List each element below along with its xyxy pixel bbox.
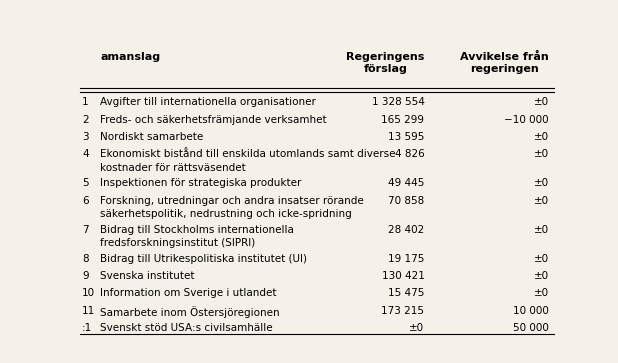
Text: 165 299: 165 299 [381,115,425,125]
Text: Svenska institutet: Svenska institutet [100,271,195,281]
Text: ±0: ±0 [534,289,549,298]
Text: 13 595: 13 595 [388,132,425,142]
Text: ±0: ±0 [534,132,549,142]
Text: 70 858: 70 858 [388,196,425,205]
Text: amanslag: amanslag [100,52,160,62]
Text: Avvikelse från
regeringen: Avvikelse från regeringen [460,52,549,74]
Text: 7: 7 [82,225,88,235]
Text: ±0: ±0 [534,225,549,235]
Text: 10: 10 [82,289,95,298]
Text: 9: 9 [82,271,88,281]
Text: ±0: ±0 [534,271,549,281]
Text: Freds- och säkerhetsfrämjande verksamhet: Freds- och säkerhetsfrämjande verksamhet [100,115,327,125]
Text: Bidrag till Utrikespolitiska institutet (UI): Bidrag till Utrikespolitiska institutet … [100,254,307,264]
Text: ±0: ±0 [534,196,549,205]
Text: 49 445: 49 445 [388,178,425,188]
Text: Bidrag till Stockholms internationella
fredsforskningsinstitut (SIPRI): Bidrag till Stockholms internationella f… [100,225,294,248]
Text: Samarbete inom Östersjöregionen: Samarbete inom Östersjöregionen [100,306,280,318]
Text: 28 402: 28 402 [388,225,425,235]
Text: 19 175: 19 175 [388,254,425,264]
Text: 50 000: 50 000 [513,323,549,333]
Text: 1: 1 [82,97,88,107]
Text: 130 421: 130 421 [381,271,425,281]
Text: Information om Sverige i utlandet: Information om Sverige i utlandet [100,289,277,298]
Text: 15 475: 15 475 [388,289,425,298]
Text: ±0: ±0 [534,178,549,188]
Text: 1 328 554: 1 328 554 [371,97,425,107]
Text: Nordiskt samarbete: Nordiskt samarbete [100,132,203,142]
Text: 6: 6 [82,196,88,205]
Text: ±0: ±0 [534,254,549,264]
Text: 3: 3 [82,132,88,142]
Text: 10 000: 10 000 [513,306,549,316]
Text: :1: :1 [82,323,92,333]
Text: ±0: ±0 [409,323,425,333]
Text: 4: 4 [82,149,88,159]
Text: Regeringens
förslag: Regeringens förslag [346,52,425,74]
Text: 11: 11 [82,306,95,316]
Text: 8: 8 [82,254,88,264]
Text: 2: 2 [82,115,88,125]
Text: Inspektionen för strategiska produkter: Inspektionen för strategiska produkter [100,178,302,188]
Text: Svenskt stöd USA:s civilsamhälle: Svenskt stöd USA:s civilsamhälle [100,323,273,333]
Text: ±0: ±0 [534,149,549,159]
Text: Forskning, utredningar och andra insatser rörande
säkerhetspolitik, nedrustning : Forskning, utredningar och andra insatse… [100,196,364,219]
Text: −10 000: −10 000 [504,115,549,125]
Text: 5: 5 [82,178,88,188]
Text: 4 826: 4 826 [395,149,425,159]
Text: Ekonomiskt bistånd till enskilda utomlands samt diverse
kostnader för rättsväsen: Ekonomiskt bistånd till enskilda utomlan… [100,149,396,173]
Text: ±0: ±0 [534,97,549,107]
Text: Avgifter till internationella organisationer: Avgifter till internationella organisati… [100,97,316,107]
Text: 173 215: 173 215 [381,306,425,316]
